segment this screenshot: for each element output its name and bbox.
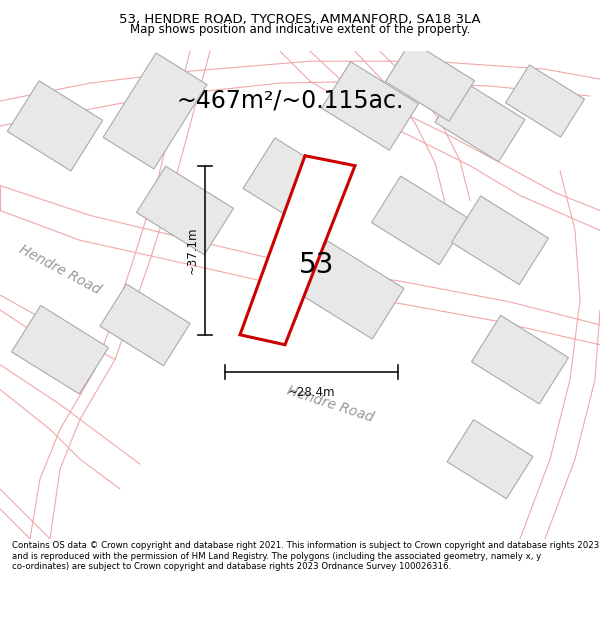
Polygon shape — [11, 306, 109, 394]
Text: 53: 53 — [299, 251, 334, 279]
Polygon shape — [472, 316, 568, 404]
Polygon shape — [322, 62, 418, 150]
Polygon shape — [103, 53, 207, 169]
Text: ~467m²/~0.115ac.: ~467m²/~0.115ac. — [176, 89, 404, 113]
Polygon shape — [371, 176, 469, 264]
Polygon shape — [452, 196, 548, 284]
Text: Hendre Road: Hendre Road — [17, 242, 103, 298]
Text: Contains OS data © Crown copyright and database right 2021. This information is : Contains OS data © Crown copyright and d… — [12, 541, 599, 571]
Polygon shape — [240, 156, 355, 345]
Text: Hendre Road: Hendre Road — [285, 384, 375, 425]
Polygon shape — [506, 65, 584, 137]
Text: Map shows position and indicative extent of the property.: Map shows position and indicative extent… — [130, 23, 470, 36]
Polygon shape — [137, 166, 233, 255]
Polygon shape — [296, 241, 404, 339]
Polygon shape — [7, 81, 103, 171]
Polygon shape — [447, 419, 533, 499]
Text: ~37.1m: ~37.1m — [186, 226, 199, 274]
Polygon shape — [435, 80, 525, 162]
Polygon shape — [243, 138, 347, 233]
Text: 53, HENDRE ROAD, TYCROES, AMMANFORD, SA18 3LA: 53, HENDRE ROAD, TYCROES, AMMANFORD, SA1… — [119, 12, 481, 26]
Text: ~28.4m: ~28.4m — [288, 386, 335, 399]
Polygon shape — [385, 41, 475, 121]
Polygon shape — [100, 284, 190, 366]
